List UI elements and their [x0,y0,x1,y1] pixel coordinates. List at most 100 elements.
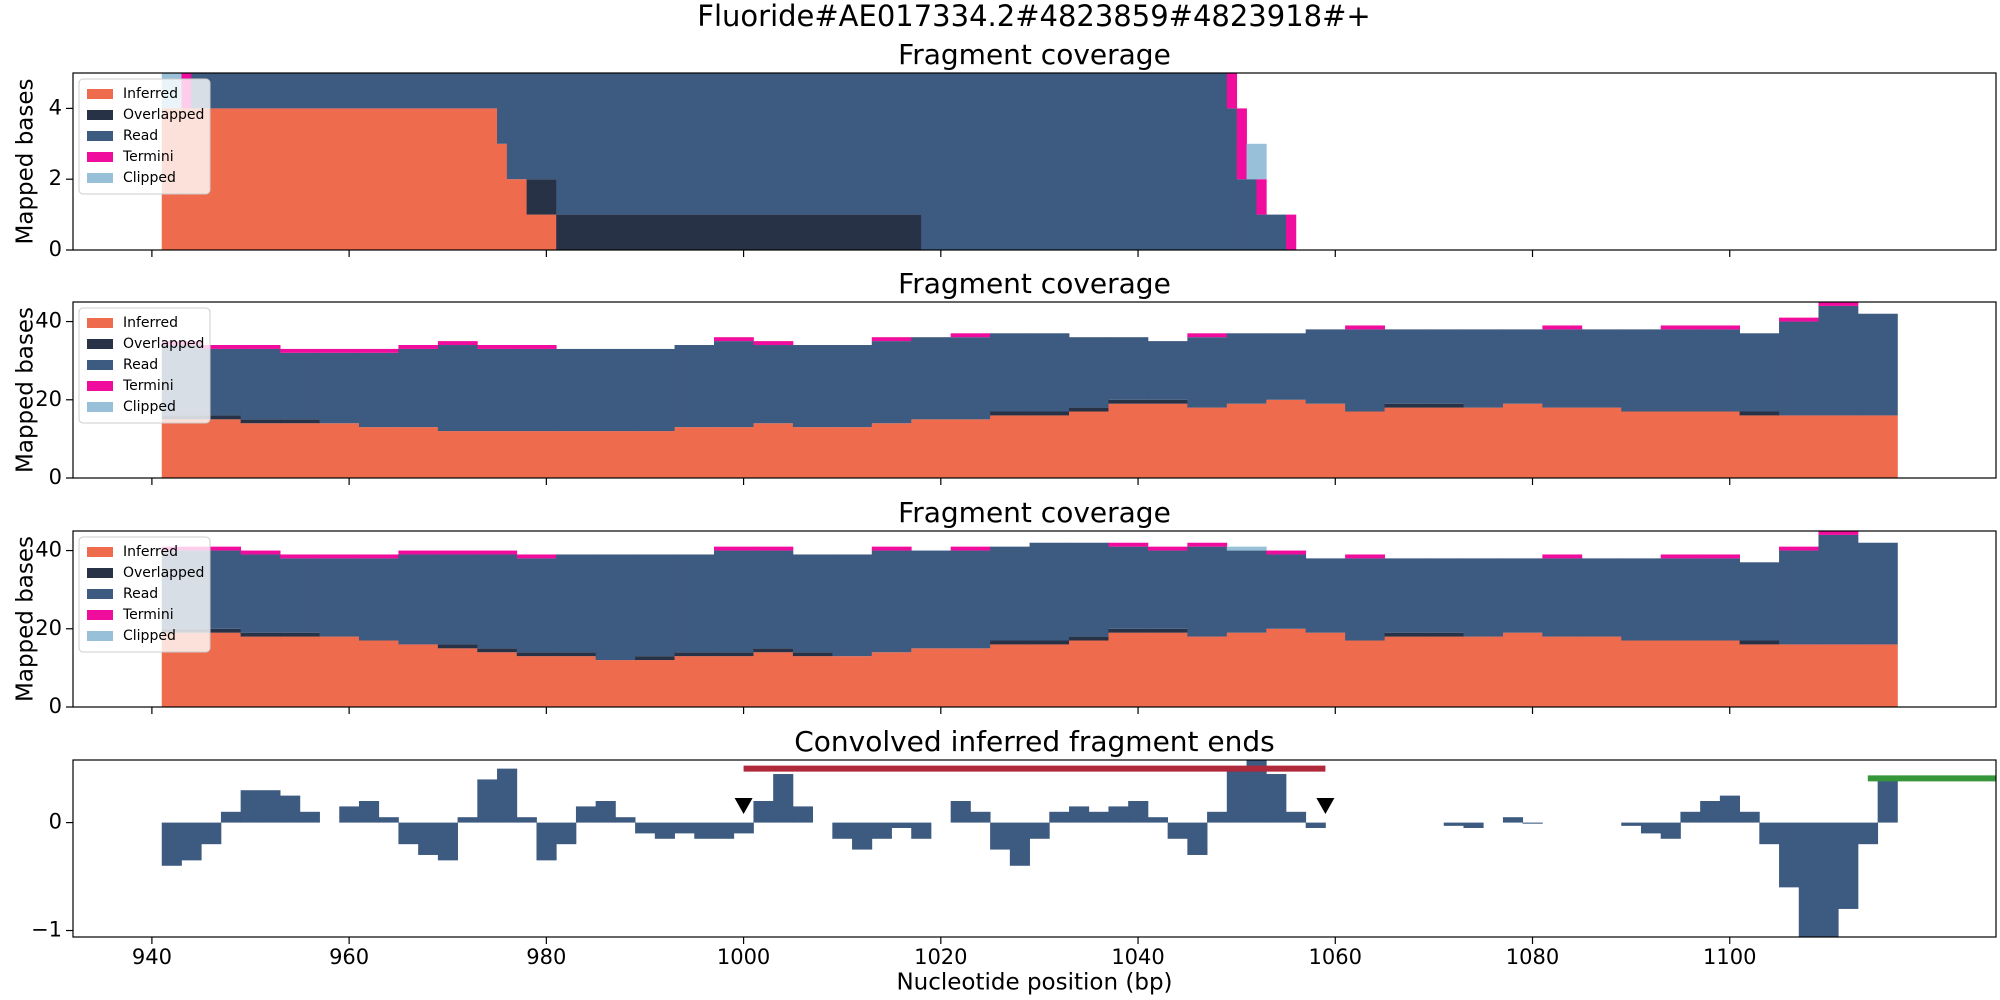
bar-segment [1739,562,1780,641]
bar-segment [1621,558,1662,641]
bar [1798,822,1819,937]
bar-segment [1779,550,1819,645]
bar [1009,822,1030,866]
bar [220,811,242,823]
bar-segment [201,415,242,420]
bar-segment [1779,644,1819,707]
bar-segment [1424,407,1464,478]
bar-segment [1502,329,1543,404]
bar-segment [1542,407,1583,478]
y-tick-label: −1 [31,918,62,942]
bar [418,822,439,855]
y-tick-label: 2 [49,166,62,190]
panel-title: Convolved inferred fragment ends [794,725,1275,758]
bar-segment [1108,399,1149,404]
bar [1779,822,1800,888]
legend-swatch [87,381,113,391]
bar [970,811,991,823]
bar-segment [595,431,636,478]
bar-segment [714,652,754,657]
bar [536,822,557,861]
x-tick-label: 1020 [914,945,967,969]
bar-segment [1266,550,1307,555]
bar-segment [1424,636,1464,707]
legend-label: Inferred [123,86,178,102]
bar-segment [240,636,281,707]
bar-segment [1069,542,1109,637]
bar-segment [516,656,557,707]
bar [1187,822,1208,855]
bar-segment [1542,329,1583,408]
bar-segment [161,419,202,478]
bar-segment [950,333,991,338]
bar-segment [990,333,1030,412]
bar-segment [1029,415,1070,478]
bar-segment [1108,542,1149,547]
bar-segment [240,419,281,424]
bar [753,801,774,823]
bar [1266,774,1287,823]
y-tick-label: 20 [35,387,62,411]
bar-segment [1818,305,1859,416]
bar-segment [1542,554,1583,559]
bar-segment [1147,628,1188,633]
legend-swatch [87,589,113,599]
bar-segment [497,73,508,144]
bar-segment [398,644,439,707]
bar-segment [911,419,952,478]
bar-segment [950,546,991,551]
bar [1226,768,1247,823]
bar-segment [358,558,399,641]
bar-segment [1256,179,1267,215]
bar-segment [950,419,991,478]
bar-segment [1857,644,1898,707]
bar-segment [437,554,478,645]
bar-segment [1581,407,1622,478]
x-tick-label: 1100 [1703,945,1756,969]
bar-segment [1384,329,1425,404]
bar-segment [1660,554,1701,559]
bar-segment [1069,636,1109,641]
bar-segment [1384,632,1425,637]
legend-swatch [87,547,113,557]
bar-segment [556,431,597,478]
bar [1285,811,1307,823]
bar-segment [990,415,1030,478]
axes-frame [72,72,1997,251]
bar-segment [792,554,833,653]
bar [615,817,636,823]
panel-title: Fragment coverage [898,38,1171,71]
bar [1522,822,1543,824]
bar [1128,801,1149,823]
bar-segment [1384,403,1425,408]
bar-segment [398,348,439,428]
bar [280,795,301,823]
bar-segment [635,554,675,657]
bar-segment [437,550,478,555]
bar-segment [1779,546,1819,551]
bar-segment [201,628,242,633]
bar-segment [871,423,912,478]
x-tick-label: 1060 [1309,945,1362,969]
bar [201,822,222,845]
bar-segment [1256,214,1267,250]
bar-segment [398,345,439,349]
bar-segment [1502,403,1543,478]
bar-segment [1779,415,1819,478]
plot-area [161,302,1898,478]
bar [1739,811,1760,823]
bar-segment [753,345,794,424]
bar [1857,822,1879,845]
bar-segment [1305,403,1346,478]
bar-segment [516,348,557,432]
bar-segment [280,554,320,559]
bar-segment [911,648,952,707]
bar-segment [1226,550,1267,633]
bar-segment [871,337,912,342]
bar-segment [477,550,518,555]
bar-segment [516,345,557,349]
bar-segment [1226,632,1267,707]
legend-swatch [87,173,113,183]
legend-label: Clipped [123,170,176,186]
x-tick-label: 940 [132,945,172,969]
